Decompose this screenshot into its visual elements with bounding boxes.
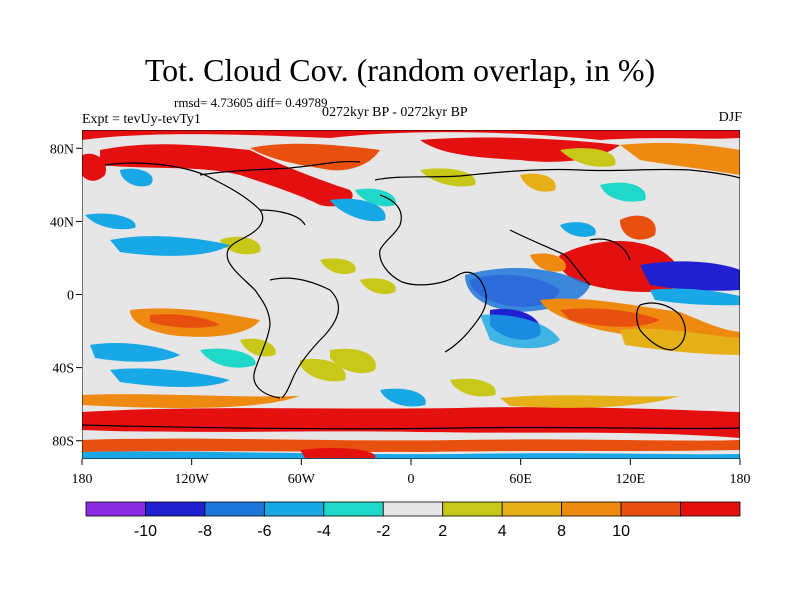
y-tick-label: 80N bbox=[50, 142, 74, 157]
colorbar: -10 -8 -6 -4 -2 2 4 8 10 bbox=[85, 501, 741, 540]
colorbar-swatch bbox=[620, 501, 681, 517]
period-label: 0272kyr BP - 0272kyr BP bbox=[322, 105, 468, 120]
x-tick-label: 180 bbox=[730, 472, 751, 487]
y-tick-label: 40N bbox=[50, 215, 74, 230]
colorbar-swatch bbox=[263, 501, 325, 517]
x-tick-label: 0 bbox=[408, 472, 415, 487]
colorbar-label: -8 bbox=[198, 523, 212, 540]
x-axis: 180 120W 60W 0 60E 120E 180 bbox=[72, 459, 751, 487]
plot-title: Tot. Cloud Cov. (random overlap, in %) bbox=[144, 52, 656, 88]
colorbar-label: 8 bbox=[557, 523, 566, 540]
y-tick-label: 40S bbox=[52, 362, 74, 377]
x-tick-label: 120E bbox=[616, 472, 646, 487]
colorbar-label: 2 bbox=[438, 523, 447, 540]
colorbar-swatch bbox=[382, 501, 444, 517]
coastlines bbox=[82, 160, 740, 430]
colorbar-label: 10 bbox=[612, 523, 630, 540]
x-tick-label: 180 bbox=[72, 472, 93, 487]
y-tick-label: 0 bbox=[67, 289, 74, 304]
x-tick-label: 120W bbox=[175, 472, 210, 487]
colorbar-swatch bbox=[204, 501, 265, 517]
experiment-label: Expt = tevUy-tevTy1 bbox=[82, 112, 201, 127]
map-panel bbox=[82, 130, 740, 459]
colorbar-swatch bbox=[680, 501, 741, 517]
colorbar-label: 4 bbox=[498, 523, 507, 540]
colorbar-swatch bbox=[85, 501, 146, 517]
colorbar-label: -2 bbox=[376, 523, 390, 540]
x-tick-label: 60E bbox=[509, 472, 532, 487]
colorbar-swatch bbox=[145, 501, 206, 517]
colorbar-label: -10 bbox=[134, 523, 157, 540]
colorbar-swatch bbox=[561, 501, 622, 517]
anomaly-field bbox=[82, 130, 740, 459]
season-label: DJF bbox=[718, 110, 742, 125]
stats-label: rmsd= 4.73605 diff= 0.49789 bbox=[174, 95, 328, 110]
y-axis: 80N 40N 0 40S 80S bbox=[50, 142, 82, 450]
colorbar-label: -4 bbox=[317, 523, 331, 540]
colorbar-label: -6 bbox=[257, 523, 271, 540]
y-tick-label: 80S bbox=[52, 435, 74, 450]
x-tick-label: 60W bbox=[288, 472, 316, 487]
colorbar-swatch bbox=[323, 501, 384, 517]
colorbar-swatch bbox=[501, 501, 563, 517]
colorbar-swatch bbox=[442, 501, 503, 517]
